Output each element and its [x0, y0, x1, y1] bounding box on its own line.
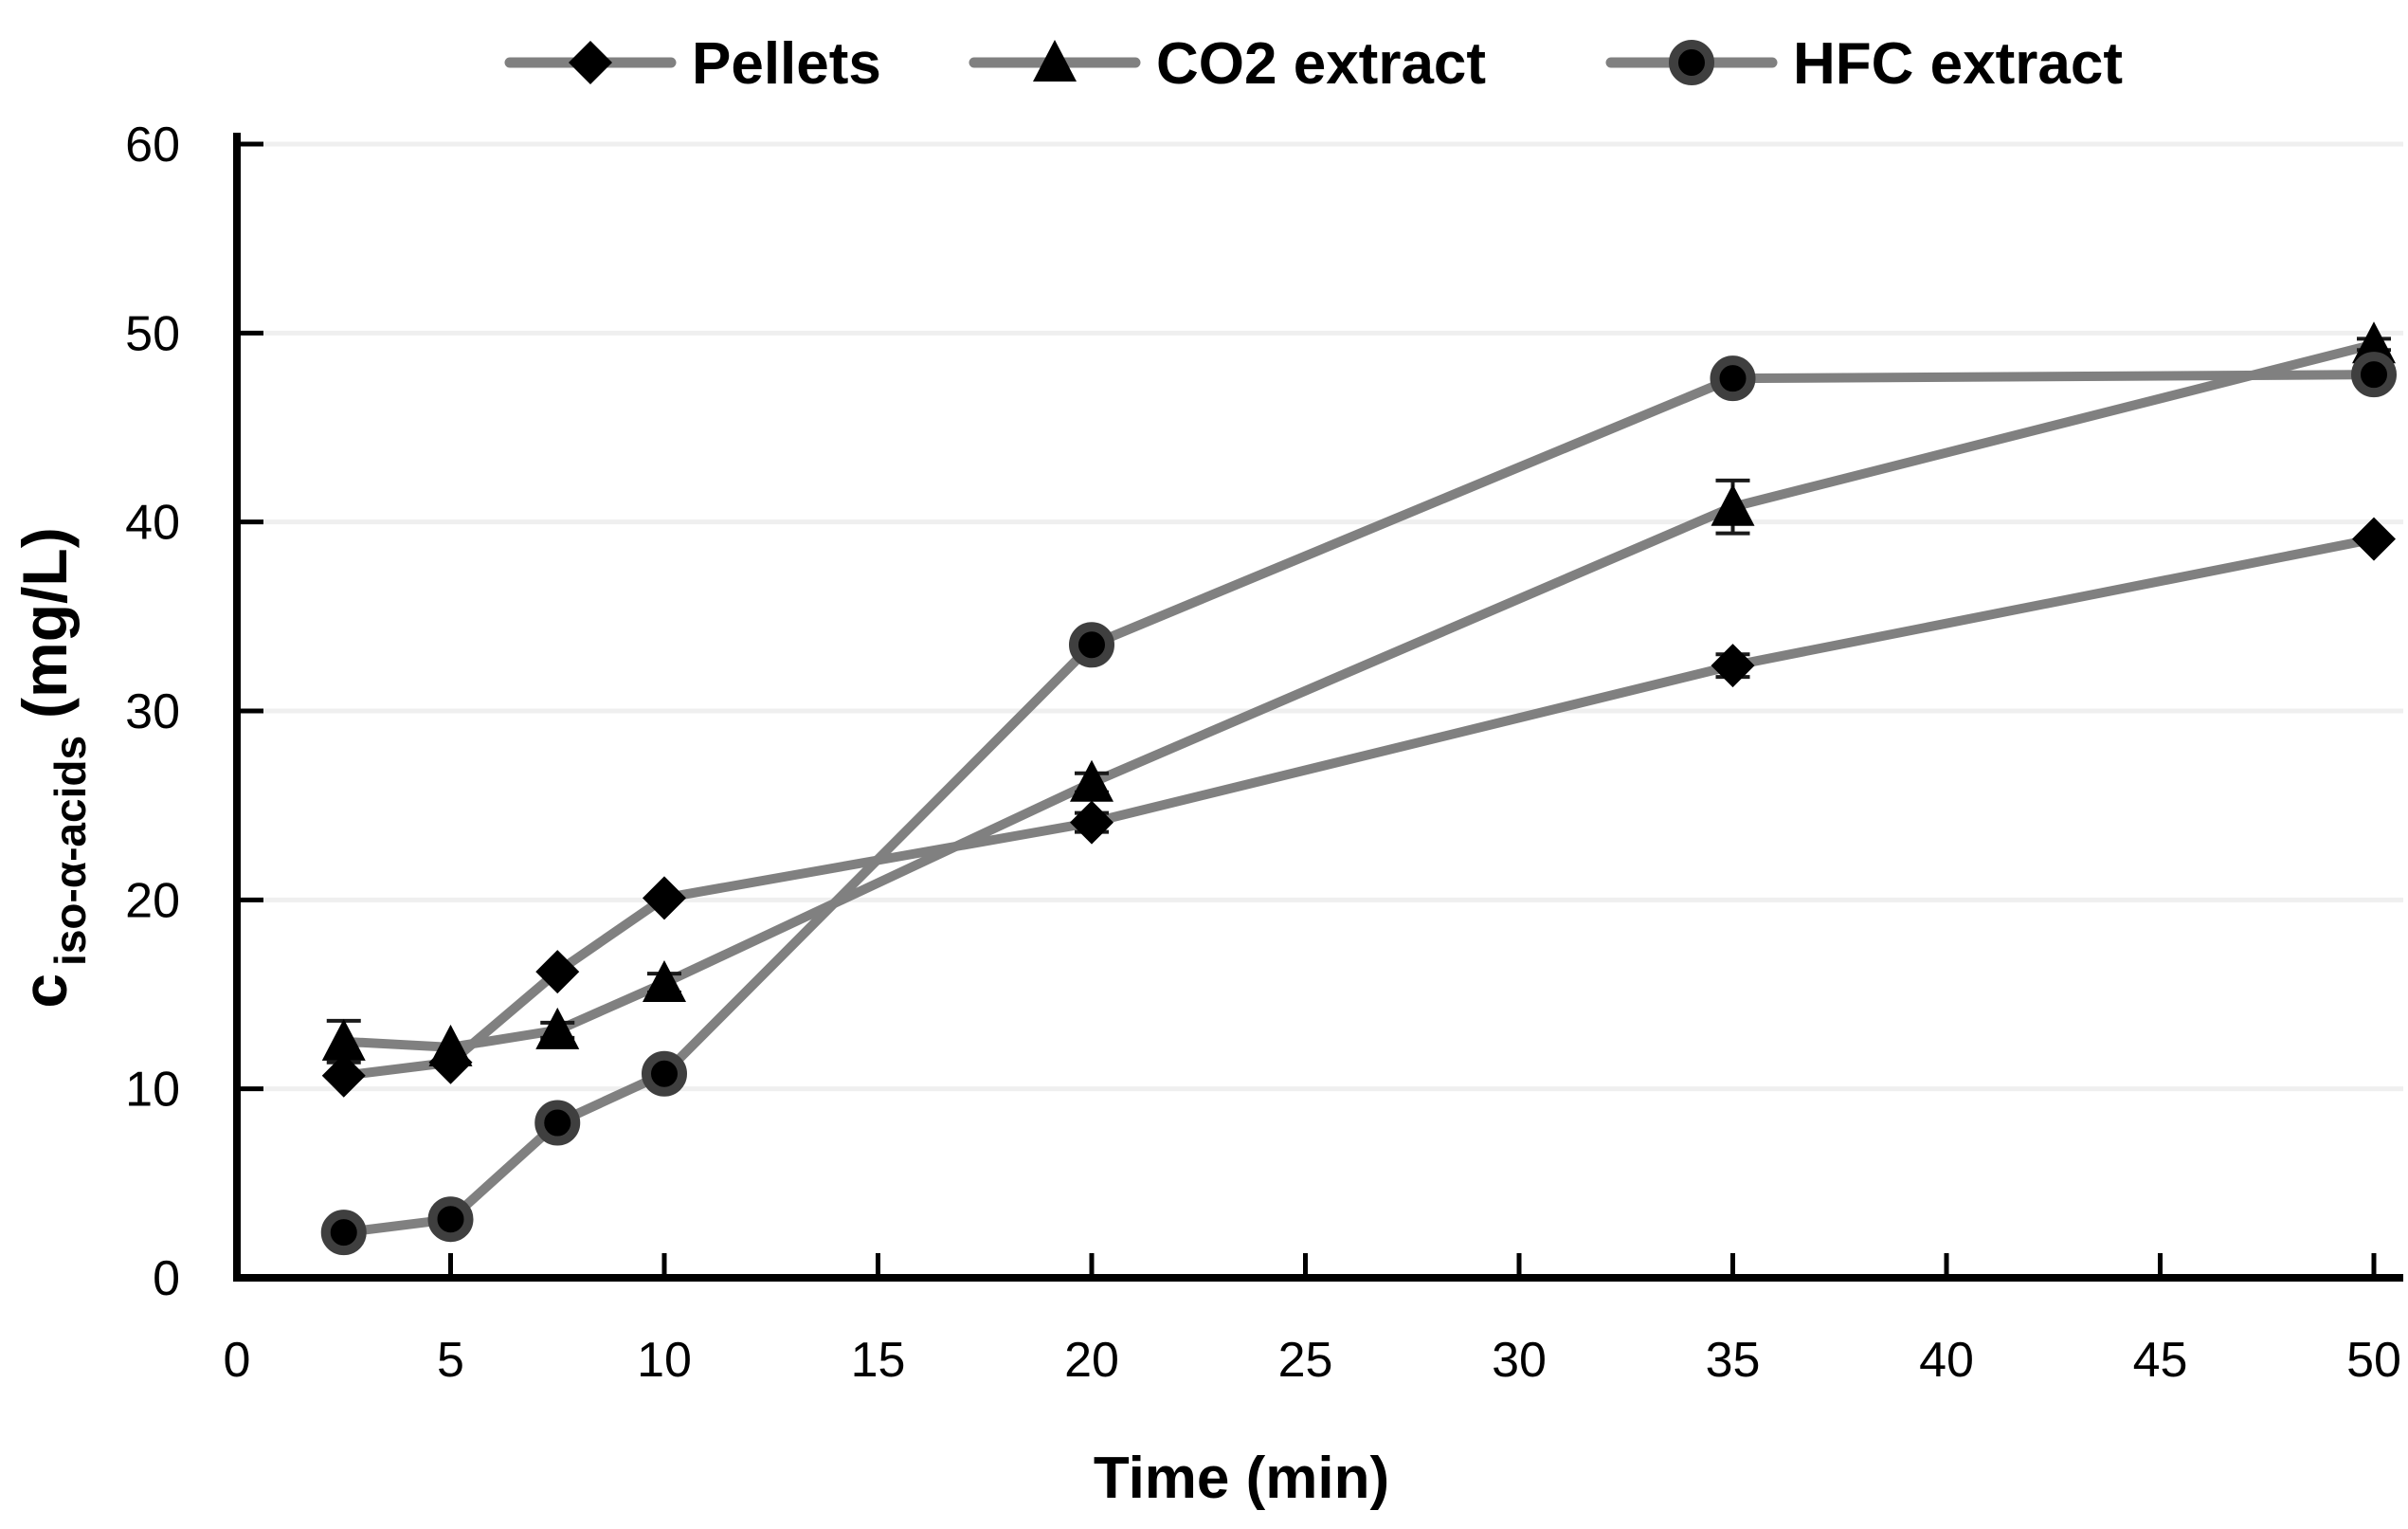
x-tick-label-45: 45 [2133, 1333, 2188, 1388]
legend-item-co2-extract: CO2 extract [969, 31, 1486, 97]
co2-extract-marker-0 [321, 1018, 366, 1061]
series-line-co2-extract [338, 339, 2379, 1052]
pellets-marker-3 [643, 876, 686, 920]
co2-extract-marker-4 [1070, 759, 1113, 802]
x-tick-label-25: 25 [1278, 1333, 1333, 1388]
co2-extract-marker-2 [535, 1007, 580, 1049]
hfc-extract-marker-5 [1710, 355, 1756, 402]
co2-extract-marker-6 [2352, 321, 2396, 364]
hfc-extract-marker-4 [1069, 622, 1114, 668]
legend-circle-icon [1669, 40, 1714, 85]
y-tick-label-60: 60 [125, 118, 180, 173]
y-axis-title-subscript: iso-α-acids [45, 736, 95, 966]
pellets-marker-0 [321, 1053, 366, 1098]
y-axis-title: c iso-α-acids (mg/L) [9, 527, 95, 1008]
co2-extract-marker-1 [428, 1024, 473, 1066]
x-axis-title: Time (min) [1094, 1446, 1389, 1511]
pellets-marker-4 [1070, 800, 1113, 845]
hfc-extract-marker-3 [642, 1050, 687, 1097]
y-tick-label-10: 10 [125, 1063, 180, 1118]
pellets-marker-5 [1711, 644, 1755, 688]
y-tick-label-30: 30 [125, 684, 180, 739]
co2-extract-marker-5 [1711, 483, 1755, 526]
x-tick-label-30: 30 [1492, 1333, 1547, 1388]
axes: 0 5 10 15 20 25 30 35 40 45 50 0 10 20 30 40 50 60 [125, 118, 2403, 1388]
pellets-marker-6 [2352, 517, 2396, 561]
x-tick-label-10: 10 [637, 1333, 692, 1388]
y-tick-label-0: 0 [153, 1251, 180, 1306]
x-tick-label-40: 40 [1919, 1333, 1974, 1388]
gridlines [237, 141, 2403, 1092]
co2-extract-marker-3 [643, 960, 686, 1003]
x-tick-label-35: 35 [1706, 1333, 1761, 1388]
y-axis-title-symbol: c [9, 974, 80, 1009]
x-tick-label-50: 50 [2346, 1333, 2401, 1388]
y-tick-label-50: 50 [125, 306, 180, 361]
series-line-hfc-extract [338, 370, 2379, 1238]
y-axis-title-unit: (mg/L) [9, 527, 80, 719]
legend: Pellets CO2 extract HFC extract [504, 31, 2123, 97]
y-tick-label-20: 20 [125, 873, 180, 928]
x-tick-label-5: 5 [437, 1333, 464, 1388]
hfc-extract-marker-1 [427, 1196, 474, 1243]
y-tick-label-40: 40 [125, 496, 180, 551]
hfc-extract-marker-0 [320, 1210, 367, 1256]
data-series [320, 321, 2397, 1256]
legend-item-hfc-extract: HFC extract [1605, 31, 2123, 97]
legend-label-co2-extract: CO2 extract [1156, 31, 1486, 97]
legend-label-pellets: Pellets [692, 31, 881, 97]
legend-triangle-icon [1033, 40, 1077, 82]
x-tick-label-15: 15 [851, 1333, 906, 1388]
pellets-marker-2 [535, 950, 580, 994]
hfc-extract-marker-2 [534, 1100, 581, 1146]
legend-diamond-icon [569, 41, 612, 84]
x-tick-label-20: 20 [1064, 1333, 1119, 1388]
x-tick-label-0: 0 [224, 1333, 251, 1388]
hfc-extract-marker-6 [2351, 352, 2397, 398]
legend-item-pellets: Pellets [504, 31, 881, 97]
legend-label-hfc-extract: HFC extract [1793, 31, 2123, 97]
